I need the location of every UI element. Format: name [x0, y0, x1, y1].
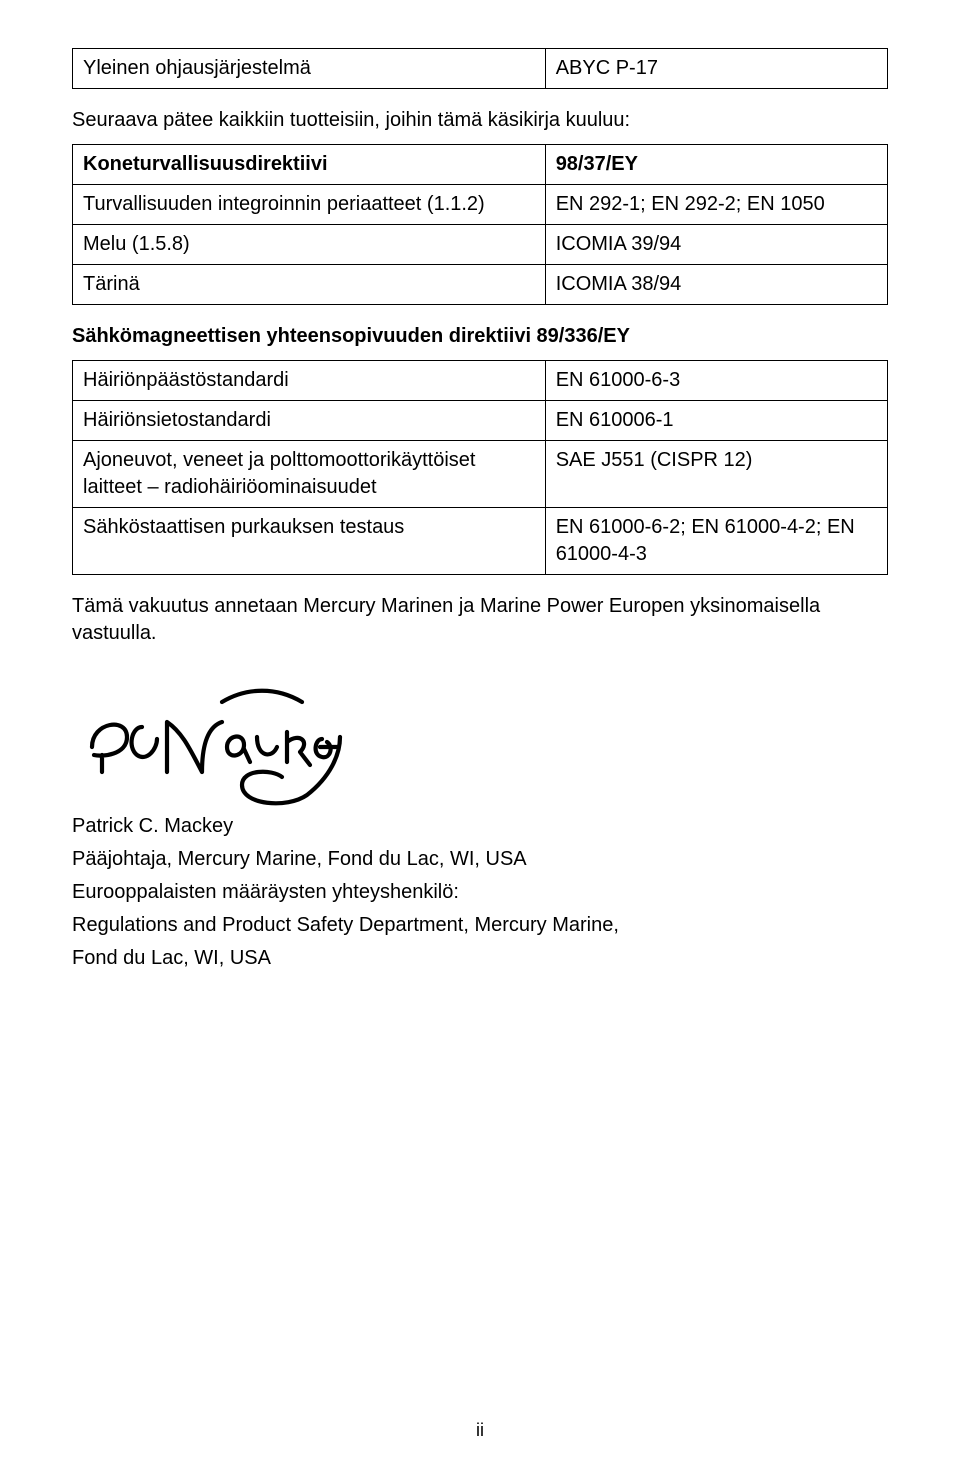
page: Yleinen ohjausjärjestelmä ABYC P-17 Seur… — [0, 0, 960, 1469]
cell: Melu (1.5.8) — [73, 225, 546, 265]
cell: ICOMIA 38/94 — [545, 265, 887, 305]
table-steering: Yleinen ohjausjärjestelmä ABYC P-17 — [72, 48, 888, 89]
sig-name: Patrick C. Mackey — [72, 813, 888, 840]
cell: Häiriönsietostandardi — [73, 401, 546, 441]
cell: Yleinen ohjausjärjestelmä — [73, 49, 546, 89]
sig-title: Pääjohtaja, Mercury Marine, Fond du Lac,… — [72, 846, 888, 873]
page-number: ii — [0, 1420, 960, 1441]
disclaimer: Tämä vakuutus annetaan Mercury Marinen j… — [72, 593, 888, 647]
cell: Ajoneuvot, veneet ja polttomoottorikäytt… — [73, 441, 546, 508]
emc-heading: Sähkömagneettisen yhteensopivuuden direk… — [72, 323, 888, 350]
signature-block: Patrick C. Mackey Pääjohtaja, Mercury Ma… — [72, 813, 888, 972]
cell: EN 61000-6-3 — [545, 361, 887, 401]
cell: Häiriönpäästöstandardi — [73, 361, 546, 401]
signature-icon — [72, 677, 372, 807]
sig-contact-label: Eurooppalaisten määräysten yhteyshenkilö… — [72, 879, 888, 906]
table-machinery: Koneturvallisuusdirektiivi 98/37/EY Turv… — [72, 144, 888, 305]
intro-text: Seuraava pätee kaikkiin tuotteisiin, joi… — [72, 107, 888, 134]
cell: SAE J551 (CISPR 12) — [545, 441, 887, 508]
cell: EN 292-1; EN 292-2; EN 1050 — [545, 185, 887, 225]
cell: Sähköstaattisen purkauksen testaus — [73, 508, 546, 575]
cell: ICOMIA 39/94 — [545, 225, 887, 265]
signature-image — [72, 677, 888, 807]
cell: ABYC P-17 — [545, 49, 887, 89]
sig-dept: Regulations and Product Safety Departmen… — [72, 912, 888, 939]
cell: Turvallisuuden integroinnin periaatteet … — [73, 185, 546, 225]
cell: Tärinä — [73, 265, 546, 305]
cell-heading: Koneturvallisuusdirektiivi — [73, 145, 546, 185]
cell: EN 61000-6-2; EN 61000-4-2; EN 61000-4-3 — [545, 508, 887, 575]
cell-heading: 98/37/EY — [545, 145, 887, 185]
cell: EN 610006-1 — [545, 401, 887, 441]
table-emc: Häiriönpäästöstandardi EN 61000-6-3 Häir… — [72, 360, 888, 575]
sig-addr: Fond du Lac, WI, USA — [72, 945, 888, 972]
